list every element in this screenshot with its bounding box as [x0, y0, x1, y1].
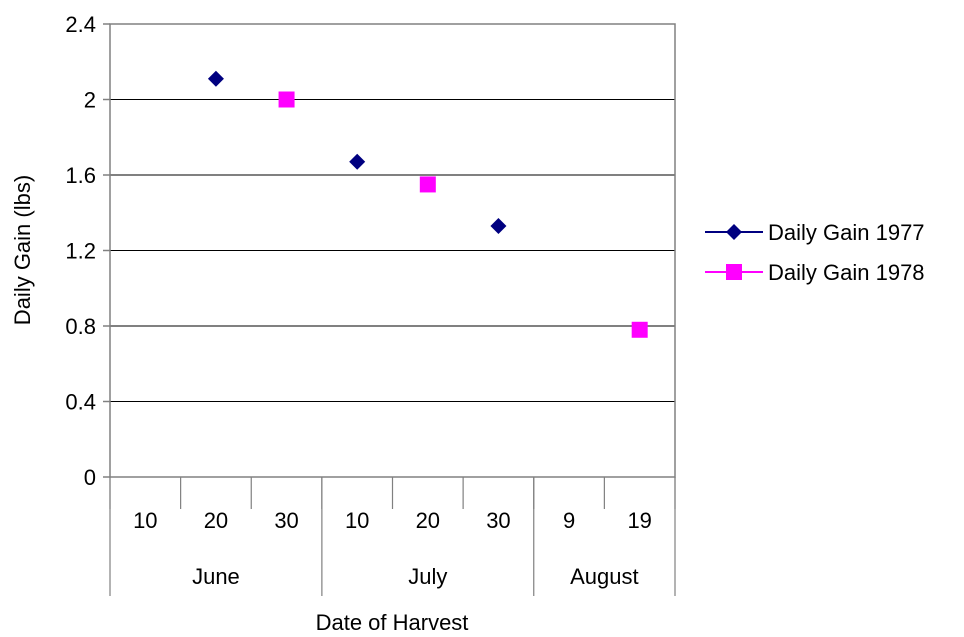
data-point-1977 [490, 217, 507, 234]
x-tick-label: 20 [416, 508, 440, 533]
y-tick-label: 0 [84, 465, 96, 490]
data-points [207, 70, 648, 338]
legend-marker [726, 224, 742, 240]
legend-marker [726, 264, 742, 280]
x-axis-label: Date of Harvest [316, 610, 469, 635]
x-group-label: August [570, 564, 639, 589]
legend: Daily Gain 1977 Daily Gain 1978 [705, 220, 925, 285]
x-tick-label: 19 [627, 508, 651, 533]
data-point-1978 [631, 321, 648, 338]
y-tick-label: 0.4 [65, 390, 96, 415]
y-tick-label: 2 [84, 88, 96, 113]
x-tick-label: 9 [563, 508, 575, 533]
data-point-1978 [278, 91, 295, 108]
data-point-1977 [207, 70, 224, 87]
x-tick-label: 20 [204, 508, 228, 533]
x-tick-label: 30 [274, 508, 298, 533]
legend-label: Daily Gain 1978 [768, 260, 925, 285]
x-group-label: June [192, 564, 240, 589]
y-tick-label: 0.8 [65, 314, 96, 339]
y-tick-label: 2.4 [65, 12, 96, 37]
x-tick-label: 30 [486, 508, 510, 533]
gridlines [110, 99, 675, 402]
x-tick-label: 10 [345, 508, 369, 533]
legend-label: Daily Gain 1977 [768, 220, 925, 245]
y-tick-label: 1.6 [65, 163, 96, 188]
y-axis-label: Daily Gain (lbs) [10, 175, 35, 325]
x-group-label: July [408, 564, 447, 589]
data-point-1978 [419, 176, 436, 193]
data-point-1977 [349, 153, 366, 170]
y-tick-label: 1.2 [65, 239, 96, 264]
y-axis: 0 0.4 0.8 1.2 1.6 2 2.4 [65, 12, 110, 490]
x-tick-label: 10 [133, 508, 157, 533]
x-axis: 10 20 30 10 20 30 9 19 June July August [109, 477, 676, 596]
